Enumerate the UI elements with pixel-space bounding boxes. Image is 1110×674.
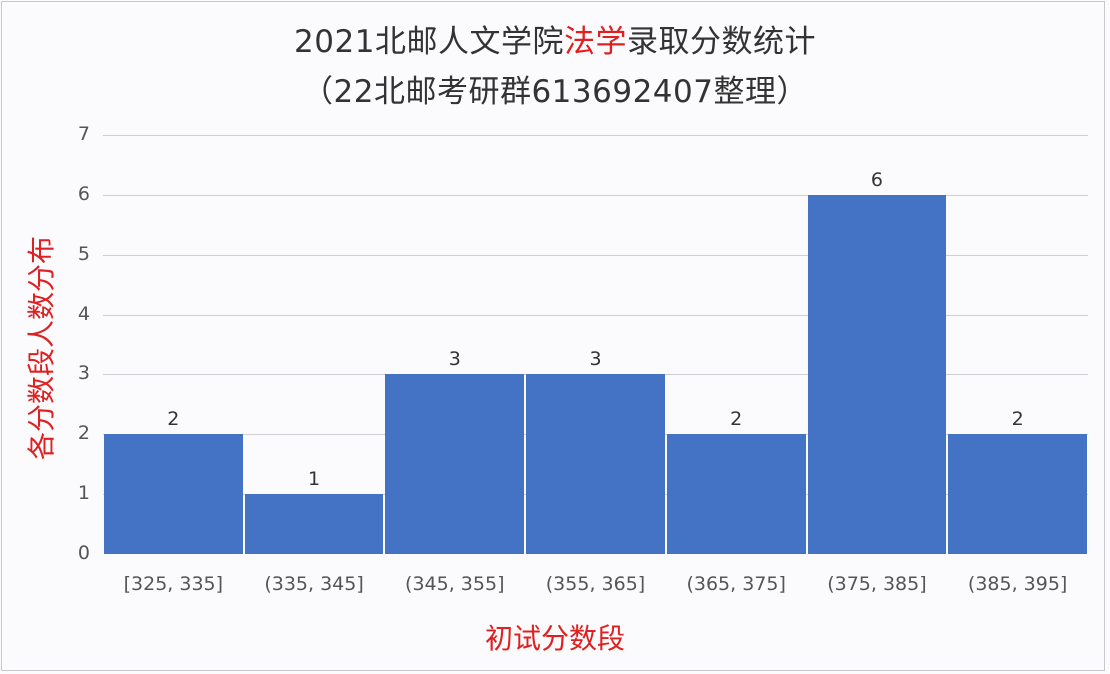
histogram-bar	[244, 494, 384, 554]
y-tick-label: 3	[77, 362, 90, 385]
y-tick-label: 5	[77, 242, 90, 265]
x-tick-label: [325, 335]	[123, 573, 224, 595]
title-part-1: 2021北邮人文学院	[294, 24, 564, 60]
bar-value-label: 2	[730, 408, 743, 431]
histogram-bar	[666, 434, 806, 554]
x-tick-label: (345, 355]	[405, 573, 505, 595]
histogram-bar	[526, 374, 665, 554]
histogram-bar	[385, 374, 525, 554]
bar-value-label: 3	[589, 348, 602, 371]
y-tick-label: 2	[77, 422, 90, 445]
histogram-bar	[104, 434, 243, 554]
histogram-bar	[807, 194, 947, 554]
bar-value-label: 1	[308, 468, 321, 491]
gridline	[103, 194, 1088, 196]
bar-value-label: 2	[167, 408, 180, 431]
x-axis-label: 初试分数段	[484, 622, 625, 655]
title-part-3: 录取分数统计	[626, 24, 816, 60]
gridline	[103, 254, 1088, 256]
gridline	[103, 135, 1088, 136]
bar-value-label: 6	[870, 168, 883, 191]
y-axis-label: 各分数段人数分布	[25, 235, 58, 461]
title-highlight: 法学	[563, 24, 627, 60]
x-tick-label: (385, 395]	[967, 573, 1068, 595]
bar-value-label: 3	[448, 348, 461, 371]
x-tick-label: (355, 365]	[545, 573, 646, 595]
y-tick-label: 7	[77, 123, 90, 145]
x-tick-label: (365, 375]	[686, 573, 786, 595]
y-tick-label: 1	[77, 482, 90, 505]
x-tick-label: (375, 385]	[827, 573, 927, 595]
y-tick-label: 0	[77, 542, 90, 564]
bar-value-label: 2	[1011, 408, 1024, 431]
y-tick-label: 6	[77, 182, 90, 205]
chart-title-line2: （22北邮考研群613692407整理）	[302, 74, 808, 110]
histogram-bar	[948, 434, 1087, 554]
gridline	[103, 314, 1088, 316]
x-tick-label: (335, 345]	[264, 573, 364, 595]
chart-title-line1: 2021北邮人文学院法学录取分数统计	[0, 16, 1110, 61]
y-tick-label: 4	[77, 302, 90, 325]
plot-area: 2 1 3 3 2 6 2	[103, 135, 1088, 554]
